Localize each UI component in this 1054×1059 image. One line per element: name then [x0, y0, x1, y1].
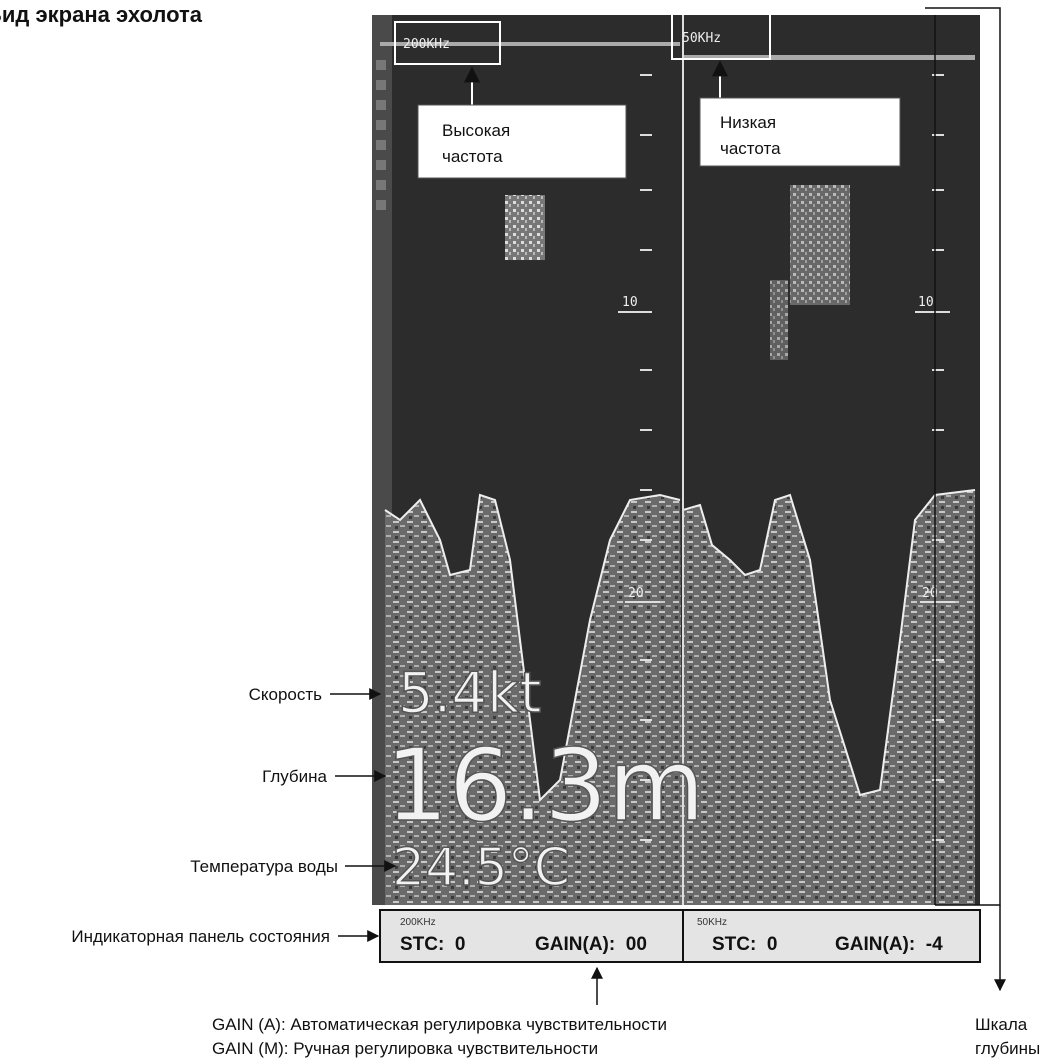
status-panel: 200KHz STC: 0 GAIN(A): 00 50KHz STC: 0 G…: [380, 910, 980, 962]
depth-scale: 10: [918, 295, 934, 310]
status-frequency: 50KHz: [697, 917, 727, 928]
page: Вид экрана эхолота 10 20 10 20 200KHz 50…: [0, 0, 1054, 1059]
depth-readout: 16.3m: [385, 727, 705, 844]
temp-readout: 24.5°C: [392, 838, 570, 898]
label: Температура воды: [190, 857, 338, 876]
label: Глубина: [262, 767, 327, 786]
frequency: 200KHz: [403, 37, 450, 52]
callout: частота: [720, 139, 781, 158]
label: Скорость: [249, 685, 323, 704]
depth-scale: 20: [628, 586, 644, 601]
status-frequency: 200KHz: [400, 917, 436, 928]
callout: Высокая: [442, 121, 510, 140]
stc: STC: 0: [712, 934, 777, 955]
gain: GAIN(A): 00: [535, 934, 647, 955]
callout: частота: [442, 147, 503, 166]
label: Индикаторная панель состояния: [71, 927, 330, 946]
title: Вид экрана эхолота: [0, 2, 203, 27]
label: глубины: [975, 1039, 1040, 1058]
speed-readout: 5.4kt: [398, 661, 541, 726]
note: GAIN (M): Ручная регулировка чувствитель…: [212, 1039, 598, 1058]
callout: Низкая: [720, 113, 776, 132]
stc: STC: 0: [400, 934, 465, 955]
gain: GAIN(A): -4: [835, 934, 943, 955]
label: Шкала: [975, 1015, 1028, 1034]
frequency: 50KHz: [682, 31, 721, 46]
note: GAIN (A): Автоматическая регулировка чув…: [212, 1015, 667, 1034]
depth-scale: 10: [622, 295, 638, 310]
